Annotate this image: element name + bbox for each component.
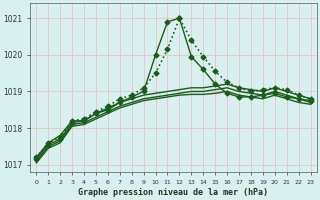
X-axis label: Graphe pression niveau de la mer (hPa): Graphe pression niveau de la mer (hPa)	[78, 188, 268, 197]
